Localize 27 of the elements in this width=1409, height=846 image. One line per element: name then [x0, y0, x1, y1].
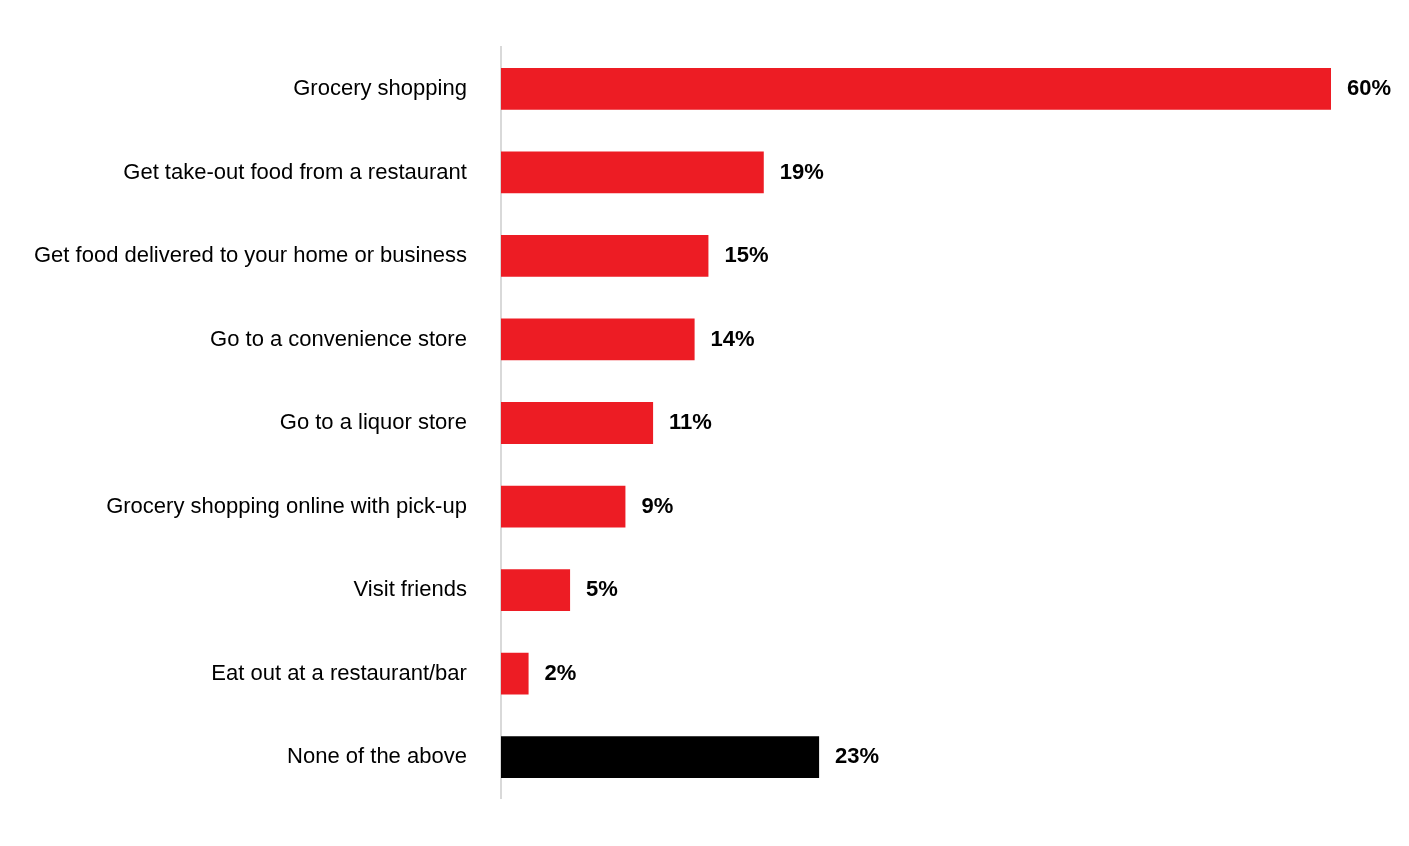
data-label: 2%	[544, 659, 577, 685]
y-tick-label: Visit friends	[353, 576, 467, 602]
bar	[500, 652, 529, 695]
bar	[500, 151, 764, 194]
y-tick-label: Go to a convenience store	[210, 325, 467, 351]
data-label: 14%	[710, 325, 755, 351]
y-tick-label: Get food delivered to your home or business	[33, 242, 467, 268]
data-label: 15%	[724, 242, 769, 268]
bar	[500, 235, 709, 277]
data-label: 19%	[779, 158, 824, 184]
data-label: 11%	[669, 409, 712, 435]
bar	[500, 736, 820, 778]
bar	[500, 402, 654, 444]
y-tick-label: Grocery shopping online with pick-up	[106, 492, 467, 518]
data-label: 5%	[586, 576, 618, 602]
bar	[500, 485, 626, 528]
data-label: 9%	[641, 492, 674, 518]
y-tick-label: None of the above	[287, 743, 467, 769]
bar	[500, 569, 571, 611]
y-tick-label: Eat out at a restaurant/bar	[211, 659, 467, 685]
data-label: 23%	[835, 743, 880, 769]
y-tick-label: Grocery shopping	[293, 75, 467, 101]
y-tick-label: Get take-out food from a restaurant	[123, 158, 467, 184]
bar	[500, 68, 1331, 110]
bar	[500, 318, 695, 361]
data-label: 60%	[1347, 75, 1392, 101]
y-tick-label: Go to a liquor store	[279, 409, 467, 435]
